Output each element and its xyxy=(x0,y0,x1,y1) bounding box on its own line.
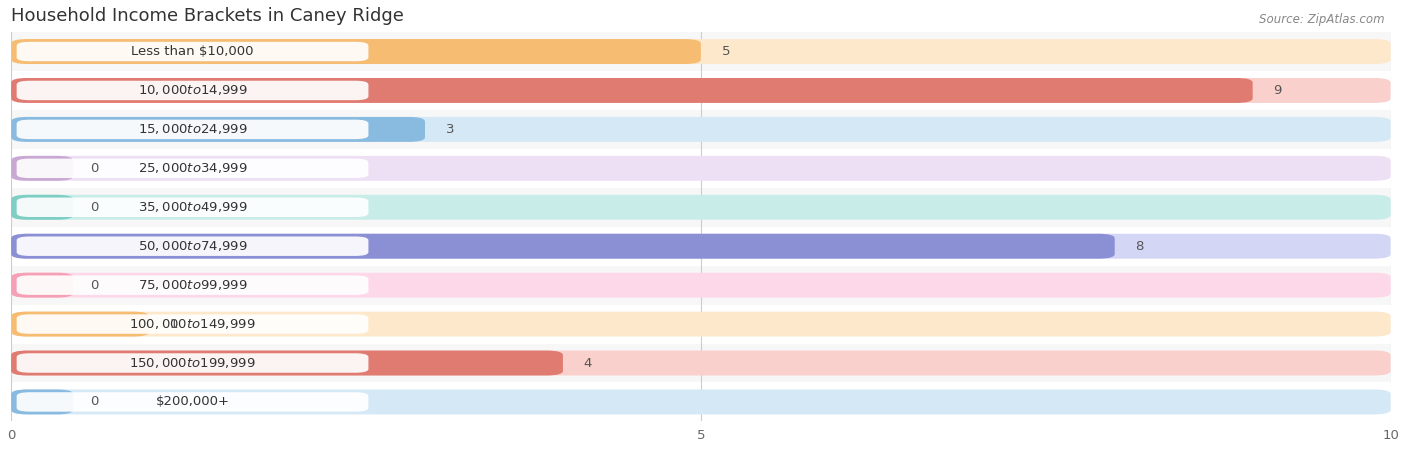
Text: 9: 9 xyxy=(1274,84,1282,97)
FancyBboxPatch shape xyxy=(11,156,1391,181)
Bar xyxy=(11,304,1391,343)
Bar xyxy=(11,227,1391,266)
Text: $50,000 to $74,999: $50,000 to $74,999 xyxy=(138,239,247,253)
FancyBboxPatch shape xyxy=(11,39,1391,64)
Text: 5: 5 xyxy=(721,45,730,58)
Text: $75,000 to $99,999: $75,000 to $99,999 xyxy=(138,278,247,292)
FancyBboxPatch shape xyxy=(17,81,368,100)
Bar xyxy=(11,383,1391,422)
FancyBboxPatch shape xyxy=(11,39,700,64)
FancyBboxPatch shape xyxy=(11,312,149,337)
FancyBboxPatch shape xyxy=(17,314,368,334)
Text: 0: 0 xyxy=(90,162,98,175)
Text: 8: 8 xyxy=(1136,240,1144,253)
Bar xyxy=(11,266,1391,304)
FancyBboxPatch shape xyxy=(11,195,1391,220)
FancyBboxPatch shape xyxy=(11,273,73,298)
FancyBboxPatch shape xyxy=(11,273,1391,298)
FancyBboxPatch shape xyxy=(11,351,562,375)
Bar xyxy=(11,343,1391,383)
FancyBboxPatch shape xyxy=(11,78,1391,103)
Text: 4: 4 xyxy=(583,357,592,370)
Text: 0: 0 xyxy=(90,201,98,214)
Bar xyxy=(11,110,1391,149)
FancyBboxPatch shape xyxy=(17,392,368,412)
Bar xyxy=(11,71,1391,110)
FancyBboxPatch shape xyxy=(17,353,368,373)
FancyBboxPatch shape xyxy=(11,78,1253,103)
FancyBboxPatch shape xyxy=(11,117,1391,142)
Text: $35,000 to $49,999: $35,000 to $49,999 xyxy=(138,200,247,214)
FancyBboxPatch shape xyxy=(17,237,368,256)
FancyBboxPatch shape xyxy=(11,234,1115,259)
Text: 0: 0 xyxy=(90,396,98,409)
FancyBboxPatch shape xyxy=(17,42,368,61)
FancyBboxPatch shape xyxy=(11,389,73,414)
FancyBboxPatch shape xyxy=(11,117,425,142)
Text: Household Income Brackets in Caney Ridge: Household Income Brackets in Caney Ridge xyxy=(11,7,404,25)
FancyBboxPatch shape xyxy=(11,156,73,181)
Text: 3: 3 xyxy=(446,123,454,136)
FancyBboxPatch shape xyxy=(11,195,73,220)
Bar xyxy=(11,149,1391,188)
FancyBboxPatch shape xyxy=(11,234,1391,259)
Bar xyxy=(11,188,1391,227)
Text: Source: ZipAtlas.com: Source: ZipAtlas.com xyxy=(1260,13,1385,26)
Bar xyxy=(11,32,1391,71)
Text: $100,000 to $149,999: $100,000 to $149,999 xyxy=(129,317,256,331)
FancyBboxPatch shape xyxy=(11,351,1391,375)
FancyBboxPatch shape xyxy=(17,198,368,217)
FancyBboxPatch shape xyxy=(11,389,1391,414)
Text: $15,000 to $24,999: $15,000 to $24,999 xyxy=(138,123,247,136)
FancyBboxPatch shape xyxy=(17,158,368,178)
Text: Less than $10,000: Less than $10,000 xyxy=(131,45,254,58)
Text: $200,000+: $200,000+ xyxy=(156,396,229,409)
Text: 0: 0 xyxy=(90,279,98,292)
FancyBboxPatch shape xyxy=(17,120,368,139)
FancyBboxPatch shape xyxy=(11,312,1391,337)
Text: $10,000 to $14,999: $10,000 to $14,999 xyxy=(138,84,247,97)
Text: $150,000 to $199,999: $150,000 to $199,999 xyxy=(129,356,256,370)
Text: $25,000 to $34,999: $25,000 to $34,999 xyxy=(138,161,247,175)
FancyBboxPatch shape xyxy=(17,275,368,295)
Text: 1: 1 xyxy=(170,317,179,330)
